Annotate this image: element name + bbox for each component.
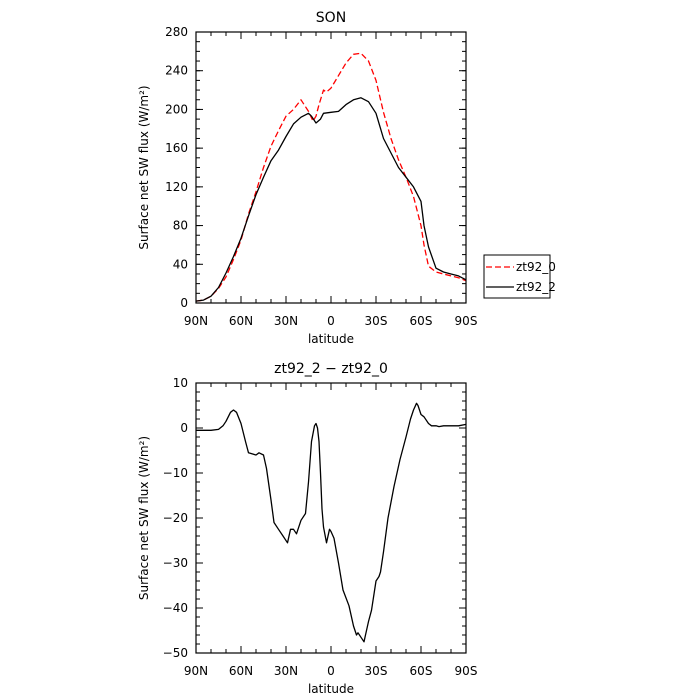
x-axis-label: latitude [308,682,354,696]
chart-panel-1: SON 90N 60N 30N 0 30S 60S 90S 0 40 80 120 160 200 240 2… [137,10,556,346]
y-tick-label: 200 [165,102,188,116]
plot-frame [195,382,467,654]
y-tick-label: −10 [163,466,188,480]
x-tick-label: 60S [410,314,433,328]
chart-title: zt92_2 − zt92_0 [274,361,388,377]
legend: zt92_0 zt92_2 [483,254,556,299]
series-line-1 [196,402,467,643]
y-tick-label: 120 [165,180,188,194]
x-tick-label: 30S [365,664,388,678]
x-axis-label: latitude [308,332,354,346]
y-tick-label: −40 [163,601,188,615]
x-tick-label: 60S [410,664,433,678]
series-line-zt92-2 [195,97,467,302]
x-tick-label: 60N [229,664,253,678]
y-tick-label: −30 [163,556,188,570]
chart-panel-2: zt92_2 − zt92_0 90N 60N 30N 0 30S 60S 90S −50 −40… [137,361,477,696]
y-tick-label: 160 [165,141,188,155]
chart-title: SON [316,10,346,26]
x-tick-label: 30S [365,314,388,328]
y-tick-label: 280 [165,25,188,39]
x-tick-label: 30N [274,314,298,328]
y-tick-label: 0 [180,421,188,435]
series-line-zt92-0 [195,52,467,302]
y-tick-label: −20 [163,511,188,525]
y-tick-label: 0 [180,296,188,310]
y-tick-label: 10 [173,376,188,390]
y-axis-label: Surface net SW flux (W/m²) [137,85,151,249]
x-tick-label: 90N [184,664,208,678]
legend-label: zt92_2 [516,280,556,294]
y-tick-label: −50 [163,646,188,660]
x-tick-label: 90S [455,664,478,678]
x-tick-label: 30N [274,664,298,678]
x-tick-label: 60N [229,314,253,328]
y-tick-label: 240 [165,64,188,78]
y-axis-label: Surface net SW flux (W/m²) [137,436,151,600]
legend-label: zt92_0 [516,260,556,274]
plot-frame [195,31,467,304]
x-tick-label: 0 [327,314,335,328]
legend-box [483,254,551,299]
y-tick-label: 40 [173,257,188,271]
x-tick-label: 90N [184,314,208,328]
y-tick-label: 80 [173,219,188,233]
x-tick-label: 90S [455,314,478,328]
x-tick-label: 0 [327,664,335,678]
